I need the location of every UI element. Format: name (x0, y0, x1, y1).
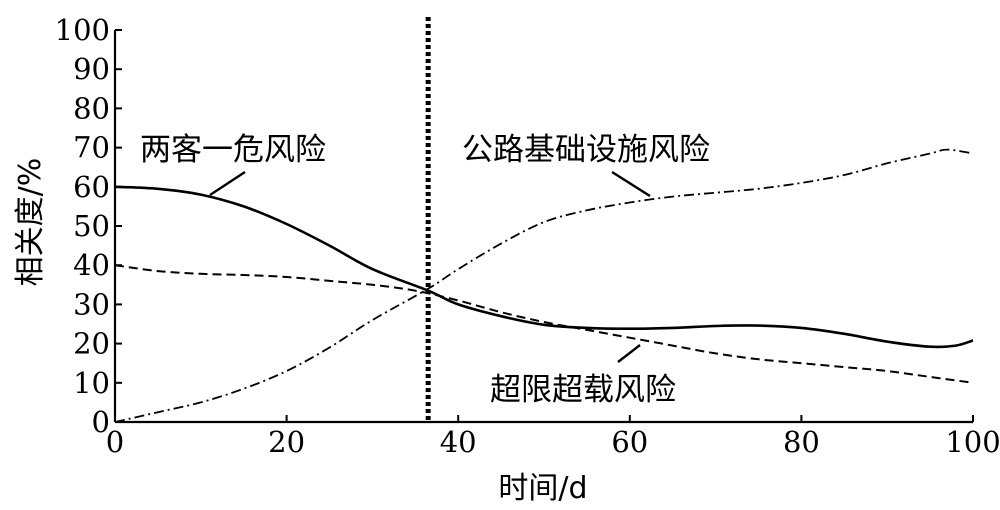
axes (113, 30, 973, 424)
y-tick-label-40: 40 (73, 248, 110, 282)
series-leader-1 (209, 170, 246, 197)
series-leader-3 (611, 170, 651, 198)
y-tick-label-60: 60 (73, 170, 110, 204)
series-line-2 (114, 264, 974, 384)
series-layer (114, 148, 974, 423)
y-tick-label-20: 20 (73, 327, 110, 361)
leader-lines (209, 170, 651, 363)
y-tick-label-90: 90 (73, 52, 110, 86)
y-tick-label-30: 30 (73, 287, 110, 321)
series-label-1: 两客一危风险 (140, 132, 326, 168)
y-axis-title: 相关度/% (13, 158, 48, 287)
series-leader-2 (617, 344, 641, 363)
x-tick-label-0: 0 (106, 425, 124, 459)
y-tick-label-80: 80 (73, 91, 110, 125)
series-label-2: 超限超载风险 (490, 372, 676, 408)
y-tick-label-10: 10 (73, 366, 110, 400)
tick-marks (114, 29, 974, 423)
x-tick-label-100: 100 (945, 425, 1000, 459)
x-axis-title: 时间/d (498, 471, 587, 506)
y-tick-label-100: 100 (55, 13, 110, 47)
tick-labels: 0 10 20 30 40 50 60 70 80 90 100 0 20 40 60 80 100 (55, 13, 1000, 459)
x-tick-label-60: 60 (611, 425, 648, 459)
x-tick-label-40: 40 (440, 425, 477, 459)
y-tick-label-0: 0 (92, 405, 110, 439)
x-tick-label-80: 80 (783, 425, 820, 459)
x-tick-label-20: 20 (268, 425, 305, 459)
y-tick-label-50: 50 (73, 209, 110, 243)
series-label-3: 公路基础设施风险 (462, 132, 710, 168)
series-line-3 (114, 148, 974, 423)
y-tick-label-70: 70 (73, 131, 110, 165)
